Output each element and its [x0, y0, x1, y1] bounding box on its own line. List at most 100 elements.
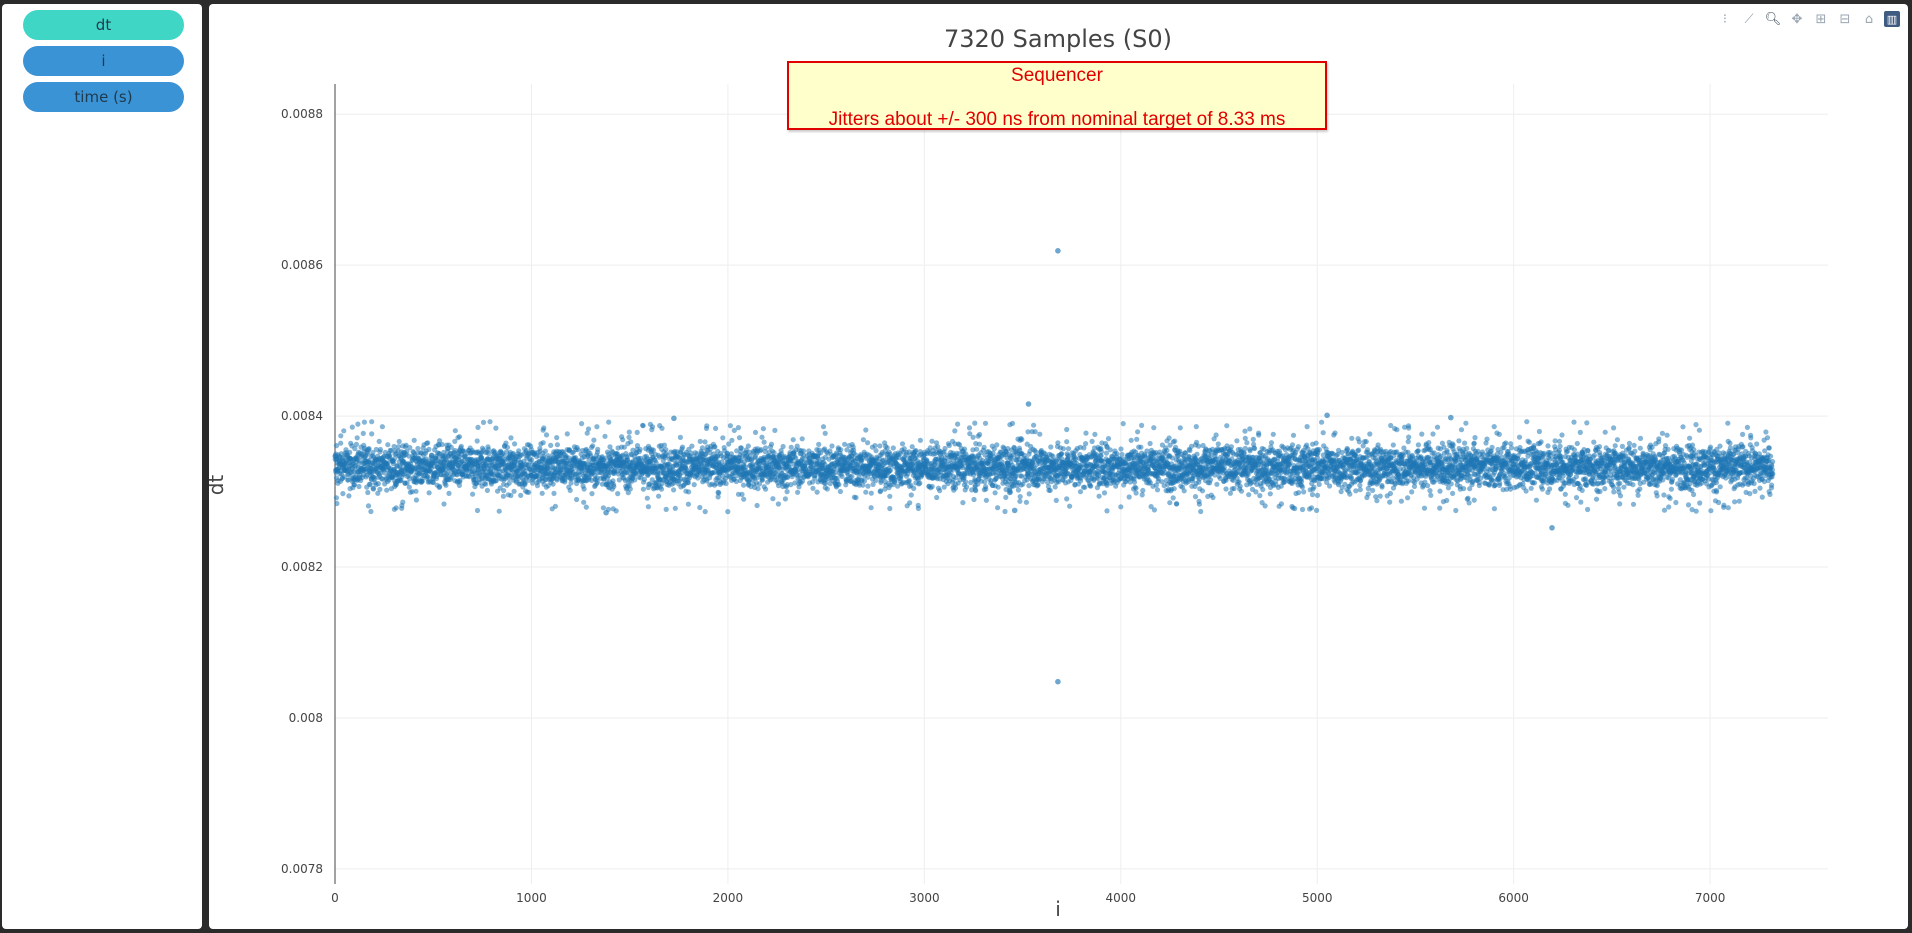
- data-point: [506, 480, 512, 486]
- data-point: [795, 489, 801, 495]
- data-point: [1131, 479, 1138, 485]
- data-point: [906, 478, 912, 484]
- data-point: [595, 446, 601, 452]
- data-point: [736, 435, 743, 441]
- data-point: [741, 482, 747, 488]
- data-point: [1242, 445, 1248, 451]
- data-point: [913, 447, 919, 454]
- data-point: [591, 437, 597, 443]
- data-point: [873, 477, 879, 484]
- data-point: [934, 494, 940, 501]
- data-point: [385, 442, 391, 448]
- data-point: [697, 438, 703, 444]
- data-point: [426, 446, 432, 452]
- plot-panel: 0 1000 2000 3000 4000 5000 6000 7000 0.0078 0.008…: [209, 4, 1908, 929]
- data-point: [373, 446, 379, 453]
- data-point: [396, 438, 402, 445]
- data-point: [1231, 485, 1237, 492]
- data-point: [407, 445, 413, 451]
- data-point: [1295, 444, 1301, 450]
- data-point: [347, 449, 353, 455]
- y-tick-label: 0.0086: [281, 258, 323, 272]
- data-point: [788, 444, 794, 450]
- axes: 0 1000 2000 3000 4000 5000 6000 70000.00780.008…: [281, 84, 1725, 905]
- data-point: [1237, 483, 1243, 489]
- data-point: [1065, 446, 1072, 452]
- x-tick-label: 5000: [1302, 891, 1333, 905]
- data-point: [1088, 483, 1094, 489]
- data-point: [981, 444, 987, 450]
- data-point: [658, 486, 665, 492]
- data-point: [1268, 440, 1275, 446]
- data-point: [1252, 445, 1258, 452]
- data-point: [1026, 491, 1032, 497]
- data-point: [1236, 479, 1242, 485]
- data-point: [995, 484, 1001, 490]
- data-point: [1154, 487, 1161, 493]
- x-tick-label: 2000: [713, 891, 744, 905]
- data-point: [484, 487, 490, 493]
- data-point: [1101, 490, 1108, 496]
- y-tick-label: 0.0084: [281, 409, 323, 423]
- data-point: [338, 440, 344, 446]
- data-point: [976, 441, 983, 447]
- data-point: [994, 442, 1000, 448]
- data-point: [1050, 453, 1056, 459]
- x-tick-label: 1000: [516, 891, 547, 905]
- data-point: [1082, 484, 1088, 490]
- data-point: [388, 448, 394, 454]
- data-point: [1089, 438, 1095, 444]
- data-point: [890, 445, 896, 451]
- data-point: [763, 445, 769, 451]
- data-point: [1035, 482, 1041, 488]
- y-tick-label: 0.0082: [281, 560, 323, 574]
- data-point: [351, 482, 357, 488]
- data-point: [1147, 440, 1153, 447]
- data-point: [1228, 444, 1234, 450]
- data-point: [356, 483, 362, 490]
- data-point: [842, 441, 848, 447]
- data-points: [332, 248, 1776, 685]
- data-point: [1058, 451, 1065, 457]
- data-point: [799, 436, 805, 442]
- data-point: [366, 446, 372, 452]
- data-point: [865, 440, 871, 446]
- data-point: [370, 486, 377, 492]
- data-point: [404, 448, 410, 454]
- data-point: [409, 489, 415, 495]
- field-button-dt[interactable]: dt: [23, 10, 184, 40]
- data-point: [398, 477, 404, 483]
- data-point: [1052, 484, 1058, 490]
- data-point: [917, 480, 923, 486]
- data-point: [501, 488, 507, 494]
- data-point: [1140, 487, 1146, 494]
- data-point: [375, 490, 381, 496]
- field-button-i[interactable]: i: [23, 46, 184, 76]
- scatter-plot[interactable]: 0 1000 2000 3000 4000 5000 6000 70000.00780.008…: [209, 4, 1908, 929]
- data-point: [1260, 486, 1266, 493]
- data-point: [679, 444, 686, 450]
- data-point: [590, 443, 596, 449]
- data-point: [1060, 446, 1066, 452]
- field-button-time[interactable]: time (s): [23, 82, 184, 112]
- data-point: [929, 438, 935, 444]
- data-point: [695, 475, 701, 481]
- data-point: [1107, 447, 1113, 453]
- data-point: [865, 483, 871, 489]
- data-point: [415, 445, 421, 452]
- data-point: [550, 481, 556, 487]
- x-tick-label: 6000: [1498, 891, 1529, 905]
- data-point: [1118, 446, 1124, 452]
- y-tick-label: 0.0078: [281, 862, 323, 876]
- data-point: [384, 487, 390, 493]
- data-point: [1098, 449, 1105, 455]
- data-point: [1055, 440, 1061, 446]
- field-selector-sidebar: dt i time (s): [2, 4, 202, 929]
- data-point: [615, 491, 621, 497]
- data-point: [974, 446, 980, 452]
- data-point: [689, 443, 695, 449]
- data-point: [829, 443, 835, 449]
- data-point: [723, 480, 729, 487]
- data-point: [375, 481, 381, 487]
- data-point: [404, 480, 410, 486]
